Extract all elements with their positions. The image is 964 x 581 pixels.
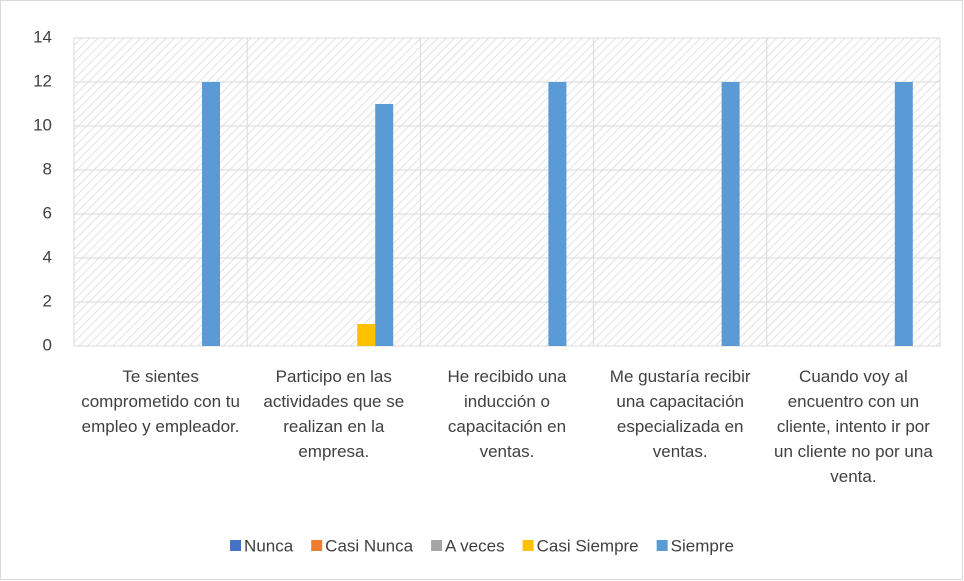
legend-swatch (230, 540, 242, 551)
legend-label: A veces (445, 536, 505, 555)
y-tick-label: 8 (43, 159, 52, 178)
bar (357, 324, 376, 346)
legend-swatch (311, 540, 323, 551)
bar (548, 82, 567, 346)
y-tick-label: 12 (33, 71, 52, 90)
x-tick-label: Me gustaría recibir una capacitación esp… (609, 367, 751, 461)
x-tick-label-box: Participo en las actividades que se real… (263, 367, 405, 461)
bar (202, 82, 220, 346)
bar (894, 82, 913, 346)
legend-label: Siempre (671, 536, 734, 555)
legend-swatch (522, 540, 534, 551)
legend-label: Casi Siempre (537, 536, 639, 555)
x-tick-label: Cuando voy al encuentro con un cliente, … (773, 367, 933, 486)
x-tick-label: Participo en las actividades que se real… (263, 367, 405, 461)
x-tick-label-box: Te sientes comprometido con tu empleo y … (81, 367, 240, 436)
y-tick-label: 4 (43, 247, 52, 266)
bar (721, 82, 740, 346)
y-tick-label: 10 (33, 115, 52, 134)
legend: Nunca Casi Nunca A veces Casi Siempre Siempr… (230, 536, 734, 555)
y-tick-label: 2 (43, 291, 52, 310)
y-tick-label: 14 (33, 27, 52, 46)
bar (375, 104, 394, 346)
x-tick-label-box: He recibido una inducción o capacitación… (447, 367, 567, 461)
legend-label: Casi Nunca (325, 536, 413, 555)
x-tick-label: Te sientes comprometido con tu empleo y … (81, 367, 240, 436)
x-tick-label: He recibido una inducción o capacitación… (447, 367, 567, 461)
x-tick-label-box: Me gustaría recibir una capacitación esp… (609, 367, 751, 461)
legend-swatch (431, 540, 443, 551)
legend-swatch (656, 540, 668, 551)
y-tick-label: 6 (43, 203, 52, 222)
legend-label: Nunca (244, 536, 294, 555)
x-tick-label-box: Cuando voy al encuentro con un cliente, … (773, 367, 933, 486)
y-tick-label: 0 (43, 335, 52, 354)
